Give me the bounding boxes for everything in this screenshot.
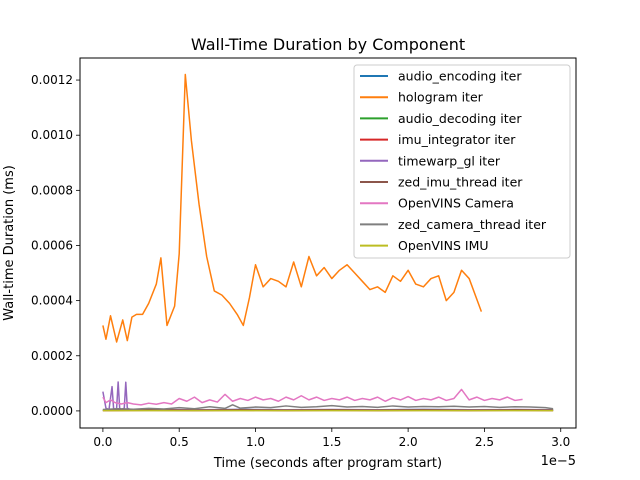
y-axis-ticks: 0.0000 0.0002 0.0004 0.0006 0.0008 0.0010 0.00… (31, 73, 80, 418)
legend-label: zed_camera_thread iter (398, 217, 547, 232)
series-line-8 (102, 404, 554, 411)
legend-label: OpenVINS Camera (398, 196, 514, 211)
y-tick-label: 0.0006 (31, 238, 73, 252)
legend-label: zed_imu_thread iter (398, 175, 523, 190)
series-line-7 (102, 388, 523, 406)
x-tick-label: 2.0 (399, 435, 418, 449)
legend-box (353, 64, 571, 259)
x-tick-label: 1.0 (246, 435, 265, 449)
x-tick-label: 0.5 (170, 435, 189, 449)
y-tick-label: 0.0012 (31, 73, 73, 87)
x-tick-label: 3.0 (551, 435, 570, 449)
y-tick-label: 0.0002 (31, 349, 73, 363)
y-axis-label: Wall-time Duration (ms) (2, 165, 17, 321)
legend: audio_encoding iter hologram iter audio_de… (353, 64, 571, 259)
legend-label: imu_integrator iter (398, 132, 516, 147)
legend-label: timewarp_gl iter (398, 153, 501, 168)
y-tick-label: 0.0000 (31, 404, 73, 418)
series-line-2 (102, 73, 483, 343)
x-tick-label: 2.5 (475, 435, 494, 449)
legend-label: hologram iter (398, 90, 484, 105)
x-axis-offset-label: 1e−5 (541, 454, 576, 469)
plot-lines (102, 73, 554, 412)
x-tick-label: 1.5 (322, 435, 341, 449)
plot-frame (79, 57, 577, 429)
x-axis-ticks: 0.0 0.5 1.0 1.5 2.0 2.5 3.0 (93, 428, 570, 449)
legend-label: OpenVINS IMU (398, 238, 489, 253)
legend-label: audio_encoding iter (398, 69, 522, 84)
chart-title: Wall-Time Duration by Component (191, 35, 465, 54)
y-tick-label: 0.0004 (31, 294, 73, 308)
legend-label: audio_decoding iter (398, 111, 522, 126)
y-tick-label: 0.0008 (31, 183, 73, 197)
x-axis-label: Time (seconds after program start) (213, 456, 442, 471)
y-tick-label: 0.0010 (31, 128, 73, 142)
x-tick-label: 0.0 (93, 435, 112, 449)
